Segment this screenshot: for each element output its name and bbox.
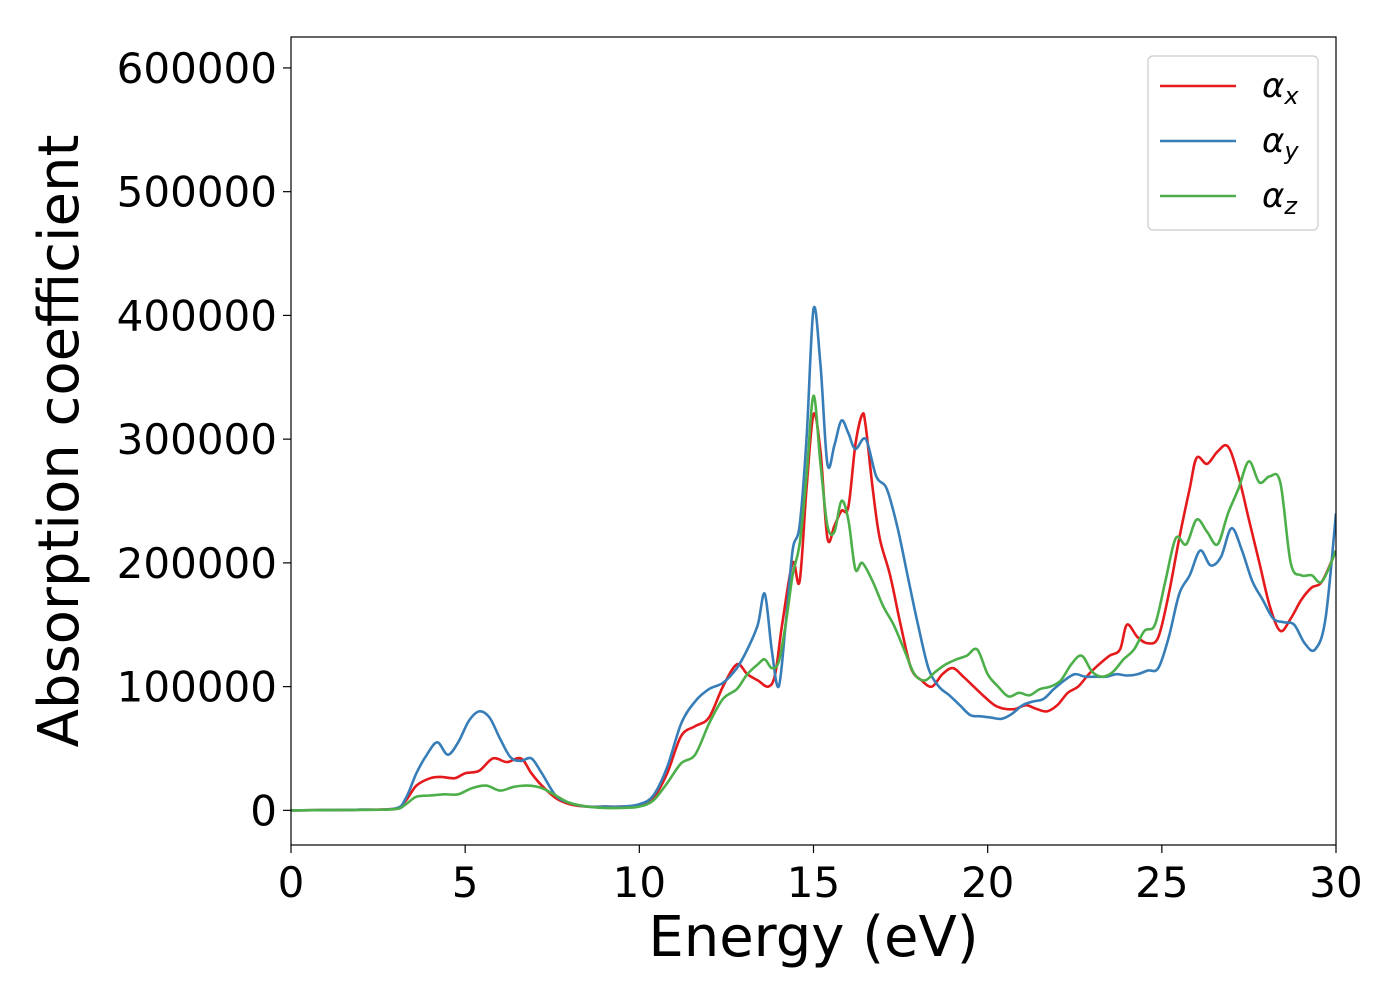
x-tick-label: 20 <box>961 858 1014 907</box>
y-tick-label: 500000 <box>117 168 277 217</box>
y-tick-label: 300000 <box>117 415 277 464</box>
series-line-y <box>291 305 1336 812</box>
legend-label-z: αz <box>1262 176 1298 220</box>
x-tick-label: 30 <box>1309 858 1362 907</box>
legend-label-y: αy <box>1262 121 1299 165</box>
legend-box <box>1147 55 1319 231</box>
x-tick-label: 15 <box>787 858 840 907</box>
x-tick-label: 25 <box>1135 858 1188 907</box>
x-axis-title: Energy (eV) <box>648 905 978 970</box>
series-line-z <box>291 394 1336 812</box>
series-lines <box>291 305 1336 812</box>
y-tick-label: 600000 <box>117 44 277 93</box>
y-tick-label: 200000 <box>117 539 277 588</box>
y-tick-label: 0 <box>250 786 277 835</box>
x-tick-label: 0 <box>278 858 305 907</box>
x-tick-label: 5 <box>452 858 479 907</box>
legend: αx αy αz <box>1147 55 1319 231</box>
y-tick-label: 400000 <box>117 291 277 340</box>
x-tick-label: 10 <box>613 858 666 907</box>
y-axis-title: Absorption coefficient <box>27 135 92 748</box>
legend-label-x: αx <box>1262 66 1299 110</box>
axis-ticks: 0 5 10 15 20 25 30 0 100000 200000 300000 400000 500… <box>117 44 1363 907</box>
series-line-x <box>291 411 1336 812</box>
y-tick-label: 100000 <box>117 663 277 712</box>
